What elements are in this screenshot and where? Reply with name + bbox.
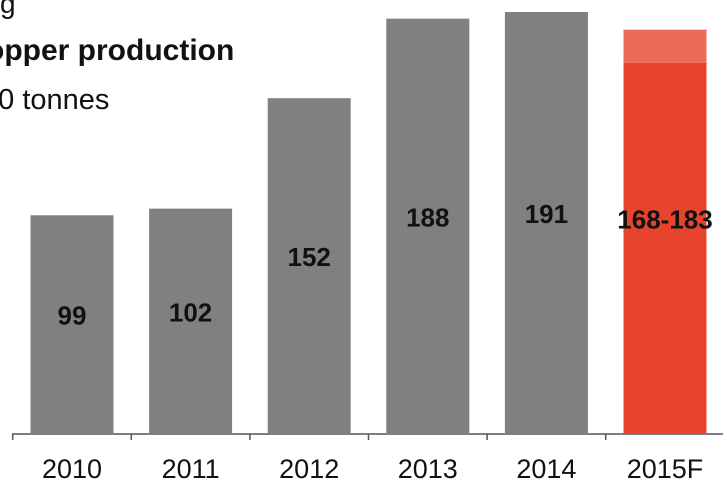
bar (386, 18, 470, 435)
bar-range-segment (623, 29, 707, 63)
header-overline: g (0, 0, 16, 19)
data-label: 168-183 (617, 204, 712, 234)
chart-title: opper production (0, 34, 235, 67)
x-tick-label: 2013 (398, 454, 458, 483)
data-label: 188 (406, 202, 449, 232)
bar (149, 208, 233, 434)
bar (504, 12, 588, 434)
data-label: 152 (288, 242, 331, 272)
chart-subtitle: 00 tonnes (0, 84, 110, 116)
bar (623, 62, 707, 435)
bar (267, 98, 351, 434)
x-tick-label: 2014 (516, 454, 576, 483)
bar (30, 215, 114, 434)
x-tick-label: 2015F (627, 454, 704, 483)
data-label: 99 (58, 301, 87, 331)
data-label: 102 (169, 297, 212, 327)
x-tick-label: 2012 (279, 454, 339, 483)
data-label: 191 (525, 199, 568, 229)
x-tick-label: 2010 (42, 454, 102, 483)
x-tick-label: 2011 (162, 454, 220, 483)
